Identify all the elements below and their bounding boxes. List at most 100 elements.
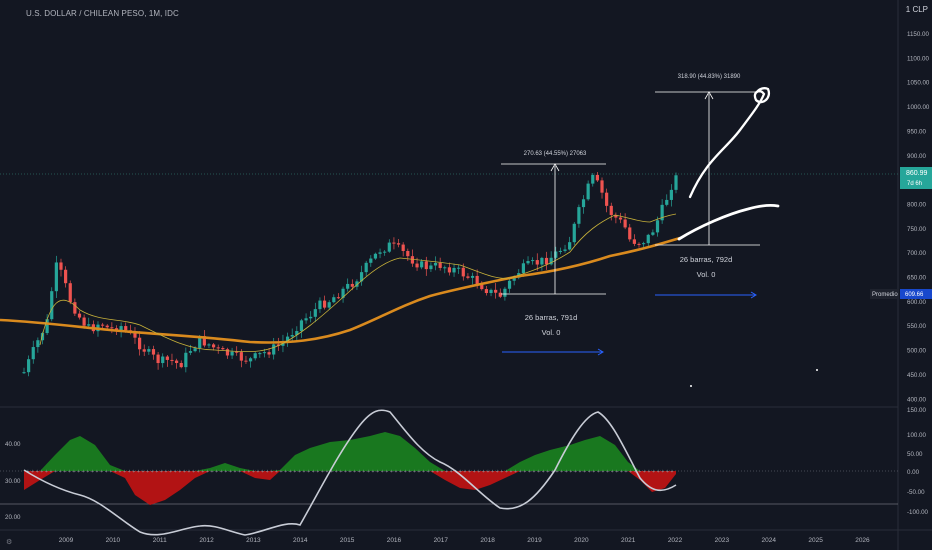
oscillator-pane[interactable]: + + + + + + + + + + + + + + + + + + + + + + + + + + + + + + + + + + + + + + + +… [0, 409, 898, 536]
currency-label[interactable]: 1 CLP [905, 5, 928, 14]
blue-arrow-2[interactable] [655, 291, 757, 299]
candle-body [248, 358, 253, 362]
osc-marker: + [519, 469, 522, 475]
oscillator-left-tick-label: 40.00 [5, 441, 21, 448]
osc-marker: + [146, 469, 149, 475]
candle-body [346, 283, 350, 289]
candle-body [443, 267, 447, 269]
osc-marker: + [551, 469, 554, 475]
osc-marker: + [142, 469, 145, 475]
blue-arrow-1[interactable] [502, 348, 604, 356]
osc-marker: + [160, 469, 163, 475]
candle-body [179, 362, 183, 368]
candle-body [124, 326, 128, 331]
time-axis-label: 2021 [621, 537, 636, 544]
osc-marker: + [376, 469, 379, 475]
candle-body [595, 174, 599, 181]
osc-marker: + [275, 469, 278, 475]
candle-body [591, 174, 595, 184]
osc-marker: + [473, 469, 476, 475]
drawn-curve[interactable] [677, 204, 780, 241]
time-axis-label: 2025 [808, 537, 823, 544]
candle-body [138, 337, 142, 350]
osc-marker: + [418, 469, 421, 475]
candle-body [554, 251, 558, 258]
candle-body [396, 243, 401, 245]
measure-tool-1[interactable]: 270.63 (44.55%) 27063 26 barras, 791d Vo… [501, 151, 606, 337]
candle-body [420, 261, 424, 268]
osc-marker: + [178, 469, 181, 475]
price-tick-label: 700.00 [907, 250, 926, 257]
osc-marker: + [367, 469, 370, 475]
candle-body [322, 300, 327, 308]
candle-body [198, 336, 202, 349]
settings-icon[interactable]: ⚙ [6, 538, 12, 546]
measure2-top-label: 318.90 (44.83%) 31890 [678, 74, 741, 80]
osc-marker: + [390, 469, 393, 475]
osc-marker: + [257, 469, 260, 475]
candle-body [646, 234, 650, 244]
candle-body [531, 260, 535, 262]
moving-averages [0, 213, 681, 353]
oscillator-axis[interactable]: 150.00 100.00 50.00 0.00 -50.00 -100.00 40.00 3… [5, 407, 929, 521]
drawn-arrow-up[interactable] [688, 87, 771, 199]
time-axis-label: 2015 [340, 537, 355, 544]
price-tick-label: 550.00 [907, 323, 926, 330]
candle-body [498, 292, 502, 297]
osc-marker: + [629, 469, 632, 475]
candle-body [457, 267, 461, 269]
candle-body [466, 276, 470, 278]
candle-body [105, 325, 109, 328]
measure-tool-2[interactable]: 318.90 (44.83%) 31890 26 barras, 792d Vo… [655, 74, 760, 279]
candle-body [540, 257, 544, 265]
candle-body [605, 192, 609, 206]
osc-marker: + [243, 469, 246, 475]
candle-body [68, 283, 72, 303]
candle-body [309, 316, 313, 319]
candle-body [364, 262, 368, 273]
candle-body [387, 242, 391, 252]
candle-body [373, 253, 378, 259]
osc-marker: + [652, 469, 655, 475]
price-candles[interactable] [22, 171, 678, 377]
osc-marker: + [261, 469, 264, 475]
candle-body [637, 243, 641, 245]
candle-body [225, 349, 230, 356]
osc-marker: + [533, 469, 536, 475]
osc-marker: + [96, 469, 99, 475]
osc-marker: + [459, 469, 462, 475]
osc-marker: + [381, 469, 384, 475]
ma-short-line [39, 213, 677, 353]
osc-marker: + [303, 469, 306, 475]
osc-marker: + [661, 469, 664, 475]
candle-body [221, 348, 225, 350]
price-axis[interactable]: 1150.00 1100.00 1050.00 1000.00 950.00 900.00… [907, 31, 930, 403]
osc-marker: + [399, 469, 402, 475]
candle-body [165, 356, 169, 360]
osc-marker: + [514, 469, 517, 475]
osc-marker: + [77, 469, 80, 475]
candle-body [207, 344, 211, 346]
candle-body [521, 263, 526, 274]
osc-marker: + [528, 469, 531, 475]
time-axis-label: 2014 [293, 537, 308, 544]
osc-marker: + [574, 469, 577, 475]
osc-marker: + [395, 469, 398, 475]
osc-marker: + [404, 469, 407, 475]
osc-signal-line [23, 409, 677, 536]
time-axis[interactable]: 2009 2010 2011 2012 2013 2014 2015 2016 2017 2018… [59, 537, 870, 544]
osc-marker: + [560, 469, 563, 475]
osc-marker: + [611, 469, 614, 475]
candle-body [299, 320, 304, 332]
candle-body [193, 348, 197, 352]
time-axis-label: 2009 [59, 537, 74, 544]
candle-body [142, 349, 146, 352]
candle-body [332, 297, 336, 303]
osc-marker: + [339, 469, 342, 475]
symbol-title: U.S. DOLLAR / CHILEAN PESO, 1M, IDC [26, 9, 179, 18]
candle-body [618, 217, 623, 220]
candle-body [272, 344, 276, 355]
osc-marker: + [615, 469, 618, 475]
candle-body [480, 284, 484, 290]
